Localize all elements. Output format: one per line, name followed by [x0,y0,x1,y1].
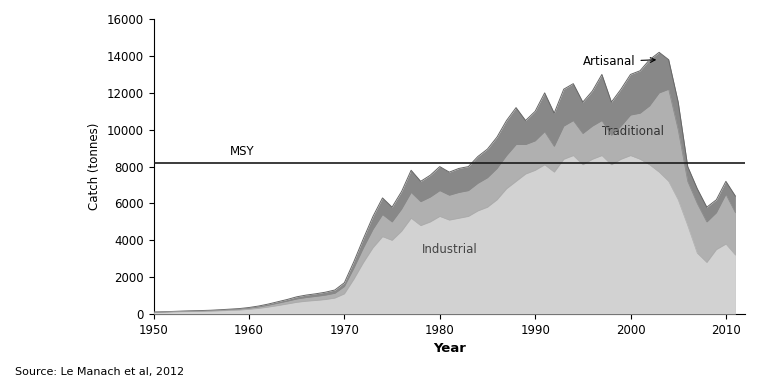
Text: Industrial: Industrial [422,243,477,256]
Text: Source: Le Manach et al, 2012: Source: Le Manach et al, 2012 [15,367,184,377]
Text: Artisanal: Artisanal [583,55,655,68]
Y-axis label: Catch (tonnes): Catch (tonnes) [88,123,101,210]
X-axis label: Year: Year [433,342,465,355]
Text: Traditional: Traditional [602,125,664,138]
Text: MSY: MSY [230,145,254,158]
